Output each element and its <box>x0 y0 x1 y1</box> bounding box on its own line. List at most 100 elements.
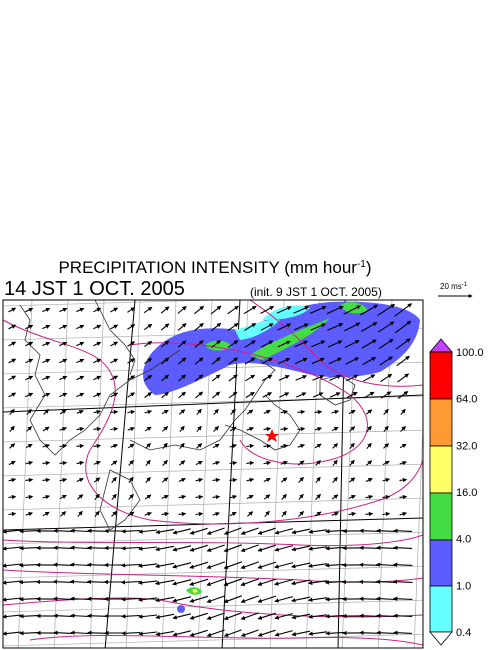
wind-arrow <box>19 529 39 534</box>
wind-arrow <box>344 340 360 348</box>
grid-parallel <box>3 599 423 613</box>
wind-arrow <box>94 510 100 518</box>
wind-arrow <box>278 375 290 381</box>
wind-arrow <box>261 374 273 382</box>
wind-arrow <box>212 460 221 466</box>
wind-arrow <box>93 409 102 415</box>
wind-arrow <box>223 578 243 587</box>
wind-arrow <box>77 510 83 518</box>
wind-arrow <box>110 392 119 398</box>
wind-arrow <box>127 307 136 313</box>
wind-arrow <box>111 493 117 501</box>
wind-arrow <box>366 442 372 450</box>
wind-arrow <box>343 305 362 315</box>
wind-arrow <box>396 355 410 367</box>
wind-arrow <box>379 356 393 366</box>
wind-arrow <box>380 391 392 399</box>
wind-arrow <box>8 477 17 483</box>
wind-arrow <box>194 374 204 382</box>
wind-arrow <box>229 426 237 432</box>
wind-arrow <box>280 426 289 432</box>
wind-arrow <box>315 476 321 484</box>
wind-arrow <box>155 596 175 603</box>
wind-arrow <box>206 629 225 637</box>
wind-arrow <box>315 493 321 500</box>
wind-arrow <box>145 476 151 483</box>
wind-arrow <box>19 546 39 551</box>
wind-arrow <box>375 596 396 601</box>
contour-1 <box>3 319 423 525</box>
wind-arrow <box>212 477 221 483</box>
wind-arrow <box>263 478 271 483</box>
wind-arrow <box>93 443 102 449</box>
wind-arrow <box>240 629 259 637</box>
wind-arrow <box>178 460 186 466</box>
wind-arrow <box>144 340 153 348</box>
wind-arrow <box>363 391 375 399</box>
wind-arrow <box>25 443 33 449</box>
wind-arrow <box>179 425 185 433</box>
contour-6 <box>29 634 423 646</box>
wind-arrow <box>53 528 73 533</box>
wind-arrow <box>294 357 308 365</box>
wind-arrow <box>172 613 192 620</box>
wind-arrow <box>76 341 85 347</box>
wind-arrow <box>263 443 272 449</box>
wind-arrow <box>212 443 220 449</box>
wind-arrow <box>399 443 407 449</box>
wind-arrow <box>25 324 34 330</box>
wind-arrow <box>312 375 325 381</box>
wind-arrow <box>3 614 22 619</box>
wind-arrow <box>240 527 259 535</box>
colorbar-label: 0.4 <box>456 627 471 639</box>
wind-arrow <box>195 477 204 483</box>
wind-arrow <box>297 426 306 432</box>
wind-arrow <box>393 528 413 533</box>
colorbar-label: 32.0 <box>456 440 477 452</box>
wind-arrow <box>189 578 209 586</box>
wind-arrow <box>178 374 187 382</box>
wind-arrow <box>8 511 17 517</box>
wind-arrow <box>308 529 328 534</box>
wind-arrow <box>137 597 158 602</box>
wind-arrow <box>144 392 152 398</box>
wind-arrow <box>59 426 67 432</box>
location-star <box>265 429 279 442</box>
wind-arrow <box>160 323 170 331</box>
wind-arrow <box>291 613 311 620</box>
wind-arrow <box>144 494 152 500</box>
wind-arrow <box>42 426 50 432</box>
wind-arrow <box>223 561 242 570</box>
wind-arrow <box>25 511 33 517</box>
wind-arrow <box>128 476 134 484</box>
wind-arrow <box>210 322 222 332</box>
precip-small <box>177 605 185 613</box>
wind-arrow <box>145 442 152 449</box>
precip-cell-core <box>192 589 198 593</box>
wind-arrow <box>8 460 16 466</box>
wind-arrow <box>160 306 170 314</box>
wind-arrow <box>223 544 242 552</box>
wind-arrow <box>110 324 119 330</box>
wind-arrow <box>189 561 209 569</box>
wind-arrow <box>59 409 67 415</box>
wind-arrow <box>400 425 407 432</box>
wind-arrow <box>327 340 343 348</box>
wind-arrow <box>243 305 257 315</box>
wind-arrow <box>172 562 192 569</box>
wind-arrow <box>274 578 294 586</box>
wind-arrow <box>311 357 325 365</box>
wind-arrow <box>399 511 408 517</box>
wind-arrow <box>383 425 389 433</box>
wind-arrow <box>9 425 15 433</box>
wind-arrow <box>240 595 259 603</box>
wind-arrow <box>257 527 276 535</box>
wind-arrow <box>25 307 34 313</box>
wind-arrow <box>314 511 322 517</box>
colorbar-label: 1.0 <box>456 580 471 592</box>
wind-arrow <box>3 563 22 568</box>
wind-arrow <box>59 477 68 483</box>
wind-arrow <box>206 561 226 569</box>
wind-arrow <box>137 563 158 568</box>
wind-arrow <box>18 563 39 568</box>
